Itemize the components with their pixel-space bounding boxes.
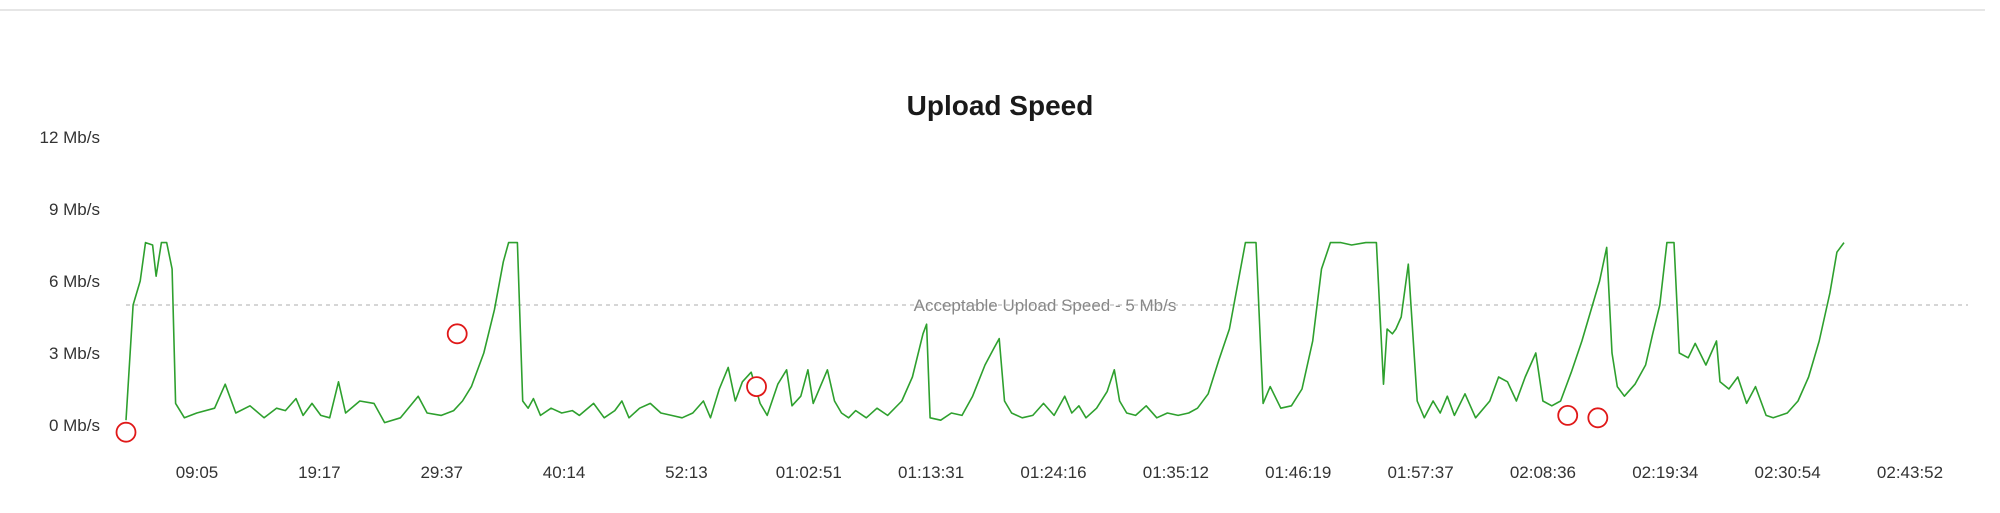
y-tick-label: 6 Mb/s — [49, 272, 100, 291]
series-group — [125, 241, 1845, 424]
x-tick-label: 40:14 — [543, 463, 586, 482]
x-tick-label: 02:43:52 — [1877, 463, 1943, 482]
series-line — [125, 241, 1845, 424]
event-marker — [1587, 407, 1609, 429]
event-marker — [115, 421, 137, 443]
x-tick-label: 01:24:16 — [1020, 463, 1086, 482]
x-tick-label: 02:08:36 — [1510, 463, 1576, 482]
chart-title: Upload Speed — [906, 90, 1094, 121]
x-tick-label: 01:35:12 — [1143, 463, 1209, 482]
x-tick-label: 01:46:19 — [1265, 463, 1331, 482]
y-tick-label: 0 Mb/s — [49, 416, 100, 435]
event-marker — [446, 323, 468, 345]
x-tick-label: 29:37 — [420, 463, 463, 482]
y-tick-label: 9 Mb/s — [49, 200, 100, 219]
x-tick-label: 01:57:37 — [1387, 463, 1453, 482]
y-tick-label: 12 Mb/s — [40, 128, 100, 147]
x-tick-label: 52:13 — [665, 463, 708, 482]
x-tick-label: 09:05 — [176, 463, 219, 482]
x-axis-ticks: 09:05 19:17 29:37 40:14 52:13 01:02:51 01:13:3… — [176, 463, 1943, 482]
reference-line-label: Acceptable Upload Speed - 5 Mb/s — [914, 296, 1177, 315]
y-axis-ticks: 0 Mb/s 3 Mb/s 6 Mb/s 9 Mb/s 12 Mb/s — [40, 128, 100, 435]
x-tick-label: 01:13:31 — [898, 463, 964, 482]
y-tick-label: 3 Mb/s — [49, 344, 100, 363]
event-marker — [746, 376, 767, 398]
top-divider — [0, 9, 1985, 11]
x-tick-label: 19:17 — [298, 463, 341, 482]
markers-group — [115, 323, 1609, 443]
x-tick-label: 01:02:51 — [776, 463, 842, 482]
x-tick-label: 02:19:34 — [1632, 463, 1698, 482]
event-marker — [1557, 404, 1579, 426]
reference-line-group: Acceptable Upload Speed - 5 Mb/s — [126, 296, 1968, 315]
x-tick-label: 02:30:54 — [1755, 463, 1821, 482]
